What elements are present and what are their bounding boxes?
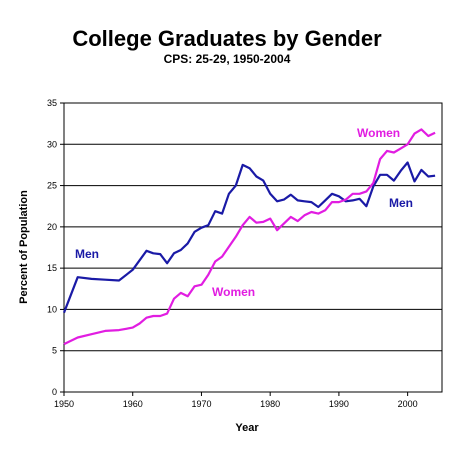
chart-title: College Graduates by Gender bbox=[72, 26, 382, 51]
series-label-men: Men bbox=[389, 196, 413, 210]
y-tick-label: 30 bbox=[47, 139, 57, 149]
chart-subtitle: CPS: 25-29, 1950-2004 bbox=[164, 52, 291, 66]
grid-lines bbox=[64, 143, 442, 352]
y-axis-title: Percent of Population bbox=[18, 190, 30, 304]
series-line-men bbox=[62, 161, 436, 314]
y-tick-label: 15 bbox=[47, 263, 57, 273]
x-tick-label: 1950 bbox=[54, 399, 74, 409]
series-label-women: Women bbox=[212, 285, 255, 299]
x-tick-label: 1980 bbox=[260, 399, 280, 409]
y-axis-ticks: 0 5 10 15 20 25 30 35 bbox=[47, 98, 64, 397]
y-tick-label: 10 bbox=[47, 304, 57, 314]
x-tick-label: 1970 bbox=[191, 399, 211, 409]
series-label-men: Men bbox=[75, 247, 99, 261]
series-line-women bbox=[63, 128, 436, 346]
series-labels: Men Men Women Women bbox=[75, 126, 413, 299]
series-lines bbox=[62, 128, 436, 346]
x-tick-label: 1960 bbox=[123, 399, 143, 409]
y-tick-label: 35 bbox=[47, 98, 57, 108]
x-tick-label: 2000 bbox=[398, 399, 418, 409]
x-axis-title: Year bbox=[235, 422, 259, 434]
series-label-women: Women bbox=[357, 126, 400, 140]
y-tick-label: 5 bbox=[52, 346, 57, 356]
x-axis-ticks: 1950 1960 1970 1980 1990 2000 bbox=[54, 392, 418, 409]
plot-area bbox=[63, 102, 443, 393]
x-tick-label: 1990 bbox=[329, 399, 349, 409]
y-tick-label: 25 bbox=[47, 181, 57, 191]
y-tick-label: 20 bbox=[47, 222, 57, 232]
y-tick-label: 0 bbox=[52, 387, 57, 397]
